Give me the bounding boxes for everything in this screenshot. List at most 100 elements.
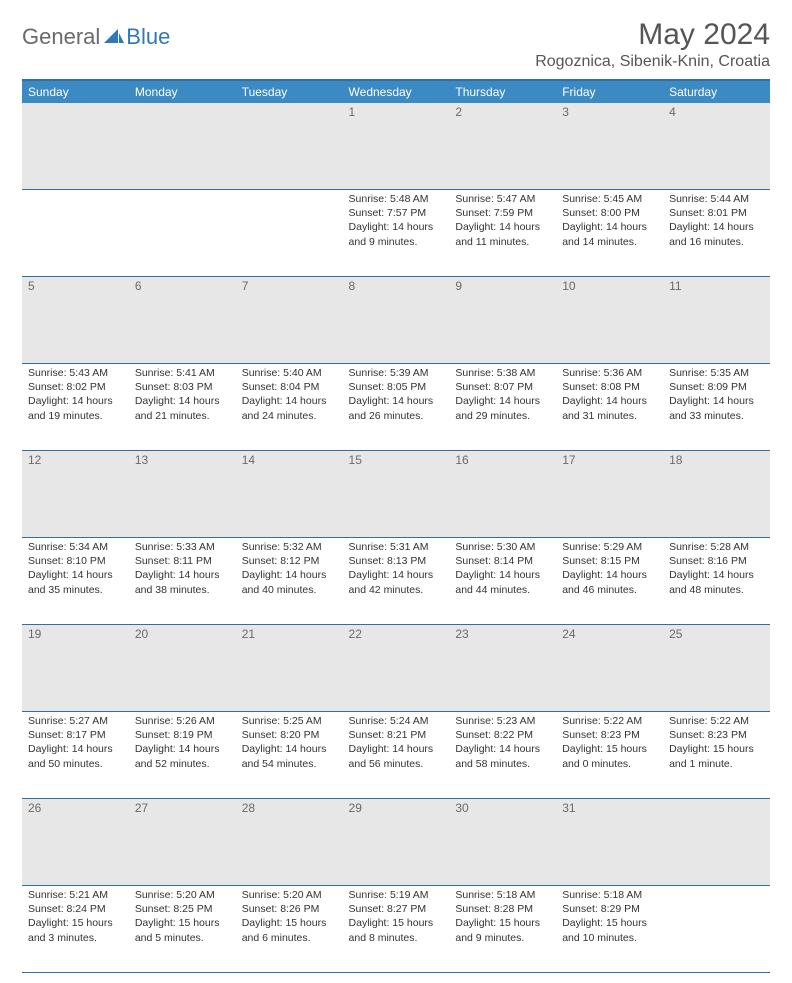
day-number-cell [129, 103, 236, 190]
day-number-cell: 10 [556, 277, 663, 364]
day-details: Sunrise: 5:25 AMSunset: 8:20 PMDaylight:… [236, 712, 343, 775]
day-number-cell: 21 [236, 625, 343, 712]
day-details: Sunrise: 5:38 AMSunset: 8:07 PMDaylight:… [449, 364, 556, 427]
week-row: Sunrise: 5:48 AMSunset: 7:57 PMDaylight:… [22, 190, 770, 277]
weekday-header: Monday [129, 80, 236, 103]
weekday-header: Thursday [449, 80, 556, 103]
day-cell: Sunrise: 5:29 AMSunset: 8:15 PMDaylight:… [556, 538, 663, 625]
day-cell: Sunrise: 5:26 AMSunset: 8:19 PMDaylight:… [129, 712, 236, 799]
day-number: 6 [129, 277, 236, 295]
day-details: Sunrise: 5:23 AMSunset: 8:22 PMDaylight:… [449, 712, 556, 775]
day-number-cell: 16 [449, 451, 556, 538]
day-details: Sunrise: 5:19 AMSunset: 8:27 PMDaylight:… [343, 886, 450, 949]
weekday-header: Wednesday [343, 80, 450, 103]
day-number: 23 [449, 625, 556, 643]
day-number: 26 [22, 799, 129, 817]
day-number-cell: 7 [236, 277, 343, 364]
month-title: May 2024 [535, 18, 770, 51]
day-cell: Sunrise: 5:41 AMSunset: 8:03 PMDaylight:… [129, 364, 236, 451]
day-number-cell: 1 [343, 103, 450, 190]
day-cell: Sunrise: 5:22 AMSunset: 8:23 PMDaylight:… [556, 712, 663, 799]
day-cell: Sunrise: 5:43 AMSunset: 8:02 PMDaylight:… [22, 364, 129, 451]
day-number-cell [663, 799, 770, 886]
day-cell: Sunrise: 5:18 AMSunset: 8:28 PMDaylight:… [449, 886, 556, 973]
day-details: Sunrise: 5:33 AMSunset: 8:11 PMDaylight:… [129, 538, 236, 601]
day-details: Sunrise: 5:22 AMSunset: 8:23 PMDaylight:… [663, 712, 770, 775]
day-number-row: 19202122232425 [22, 625, 770, 712]
day-details: Sunrise: 5:21 AMSunset: 8:24 PMDaylight:… [22, 886, 129, 949]
day-cell: Sunrise: 5:20 AMSunset: 8:25 PMDaylight:… [129, 886, 236, 973]
day-number-cell: 19 [22, 625, 129, 712]
day-details: Sunrise: 5:20 AMSunset: 8:26 PMDaylight:… [236, 886, 343, 949]
day-number-cell: 28 [236, 799, 343, 886]
day-number: 31 [556, 799, 663, 817]
day-cell: Sunrise: 5:33 AMSunset: 8:11 PMDaylight:… [129, 538, 236, 625]
day-details: Sunrise: 5:30 AMSunset: 8:14 PMDaylight:… [449, 538, 556, 601]
day-details: Sunrise: 5:45 AMSunset: 8:00 PMDaylight:… [556, 190, 663, 253]
day-number: 7 [236, 277, 343, 295]
day-details: Sunrise: 5:32 AMSunset: 8:12 PMDaylight:… [236, 538, 343, 601]
day-cell [129, 190, 236, 277]
day-cell: Sunrise: 5:30 AMSunset: 8:14 PMDaylight:… [449, 538, 556, 625]
day-number-cell: 25 [663, 625, 770, 712]
day-number-row: 12131415161718 [22, 451, 770, 538]
day-cell: Sunrise: 5:34 AMSunset: 8:10 PMDaylight:… [22, 538, 129, 625]
day-number-cell [236, 103, 343, 190]
day-number: 12 [22, 451, 129, 469]
day-details: Sunrise: 5:39 AMSunset: 8:05 PMDaylight:… [343, 364, 450, 427]
day-number: 22 [343, 625, 450, 643]
day-cell: Sunrise: 5:18 AMSunset: 8:29 PMDaylight:… [556, 886, 663, 973]
day-number-cell: 3 [556, 103, 663, 190]
day-details: Sunrise: 5:24 AMSunset: 8:21 PMDaylight:… [343, 712, 450, 775]
week-row: Sunrise: 5:27 AMSunset: 8:17 PMDaylight:… [22, 712, 770, 799]
day-number-cell: 6 [129, 277, 236, 364]
day-number: 20 [129, 625, 236, 643]
day-cell: Sunrise: 5:21 AMSunset: 8:24 PMDaylight:… [22, 886, 129, 973]
week-row: Sunrise: 5:34 AMSunset: 8:10 PMDaylight:… [22, 538, 770, 625]
logo-sail-icon [104, 29, 124, 45]
day-number: 24 [556, 625, 663, 643]
calendar-table: Sunday Monday Tuesday Wednesday Thursday… [22, 79, 770, 973]
day-cell: Sunrise: 5:45 AMSunset: 8:00 PMDaylight:… [556, 190, 663, 277]
day-number-cell: 18 [663, 451, 770, 538]
day-cell: Sunrise: 5:35 AMSunset: 8:09 PMDaylight:… [663, 364, 770, 451]
day-details: Sunrise: 5:18 AMSunset: 8:28 PMDaylight:… [449, 886, 556, 949]
day-number-cell: 23 [449, 625, 556, 712]
day-number-cell [22, 103, 129, 190]
day-details: Sunrise: 5:48 AMSunset: 7:57 PMDaylight:… [343, 190, 450, 253]
day-number-cell: 20 [129, 625, 236, 712]
day-number: 15 [343, 451, 450, 469]
day-number-cell: 11 [663, 277, 770, 364]
day-number-cell: 8 [343, 277, 450, 364]
day-number-cell: 9 [449, 277, 556, 364]
calendar-page: General Blue May 2024 Rogoznica, Sibenik… [0, 0, 792, 983]
day-cell: Sunrise: 5:48 AMSunset: 7:57 PMDaylight:… [343, 190, 450, 277]
day-number-cell: 27 [129, 799, 236, 886]
day-cell: Sunrise: 5:20 AMSunset: 8:26 PMDaylight:… [236, 886, 343, 973]
day-number: 17 [556, 451, 663, 469]
day-details: Sunrise: 5:43 AMSunset: 8:02 PMDaylight:… [22, 364, 129, 427]
day-number: 2 [449, 103, 556, 121]
day-details: Sunrise: 5:18 AMSunset: 8:29 PMDaylight:… [556, 886, 663, 949]
day-number: 25 [663, 625, 770, 643]
day-details: Sunrise: 5:22 AMSunset: 8:23 PMDaylight:… [556, 712, 663, 775]
day-details: Sunrise: 5:47 AMSunset: 7:59 PMDaylight:… [449, 190, 556, 253]
day-number-cell: 4 [663, 103, 770, 190]
weekday-header: Friday [556, 80, 663, 103]
logo-text-blue: Blue [126, 24, 170, 50]
weekday-header-row: Sunday Monday Tuesday Wednesday Thursday… [22, 80, 770, 103]
day-number-cell: 17 [556, 451, 663, 538]
day-cell: Sunrise: 5:23 AMSunset: 8:22 PMDaylight:… [449, 712, 556, 799]
day-number: 30 [449, 799, 556, 817]
header: General Blue May 2024 Rogoznica, Sibenik… [22, 18, 770, 71]
location: Rogoznica, Sibenik-Knin, Croatia [535, 53, 770, 71]
day-details: Sunrise: 5:20 AMSunset: 8:25 PMDaylight:… [129, 886, 236, 949]
day-number: 14 [236, 451, 343, 469]
day-number: 18 [663, 451, 770, 469]
day-number-cell: 5 [22, 277, 129, 364]
day-details: Sunrise: 5:35 AMSunset: 8:09 PMDaylight:… [663, 364, 770, 427]
day-details: Sunrise: 5:44 AMSunset: 8:01 PMDaylight:… [663, 190, 770, 253]
day-details: Sunrise: 5:31 AMSunset: 8:13 PMDaylight:… [343, 538, 450, 601]
weekday-header: Sunday [22, 80, 129, 103]
day-number-row: 262728293031 [22, 799, 770, 886]
